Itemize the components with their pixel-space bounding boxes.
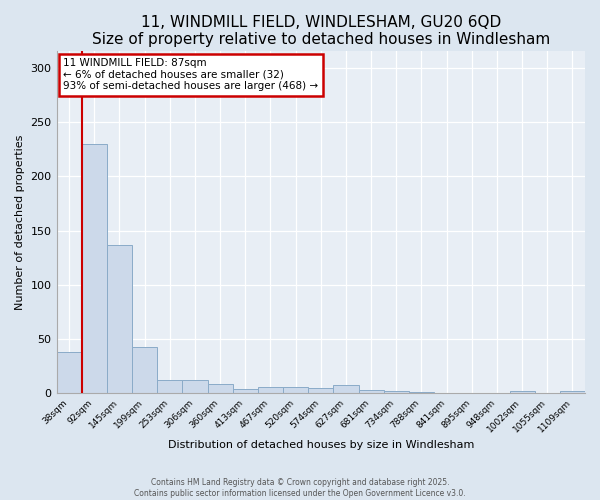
Bar bbox=[233, 389, 258, 394]
Y-axis label: Number of detached properties: Number of detached properties bbox=[15, 134, 25, 310]
Text: 11 WINDMILL FIELD: 87sqm
← 6% of detached houses are smaller (32)
93% of semi-de: 11 WINDMILL FIELD: 87sqm ← 6% of detache… bbox=[64, 58, 319, 92]
Bar bbox=[308, 388, 334, 394]
X-axis label: Distribution of detached houses by size in Windlesham: Distribution of detached houses by size … bbox=[167, 440, 474, 450]
Bar bbox=[509, 392, 535, 394]
Bar bbox=[56, 352, 82, 394]
Bar bbox=[560, 392, 585, 394]
Bar bbox=[208, 384, 233, 394]
Bar bbox=[182, 380, 208, 394]
Bar bbox=[359, 390, 383, 394]
Text: Contains HM Land Registry data © Crown copyright and database right 2025.
Contai: Contains HM Land Registry data © Crown c… bbox=[134, 478, 466, 498]
Bar bbox=[409, 392, 434, 394]
Bar bbox=[258, 387, 283, 394]
Bar bbox=[383, 392, 409, 394]
Bar bbox=[157, 380, 182, 394]
Bar bbox=[334, 384, 359, 394]
Bar bbox=[283, 387, 308, 394]
Title: 11, WINDMILL FIELD, WINDLESHAM, GU20 6QD
Size of property relative to detached h: 11, WINDMILL FIELD, WINDLESHAM, GU20 6QD… bbox=[92, 15, 550, 48]
Bar bbox=[107, 244, 132, 394]
Bar bbox=[82, 144, 107, 394]
Bar bbox=[132, 346, 157, 394]
